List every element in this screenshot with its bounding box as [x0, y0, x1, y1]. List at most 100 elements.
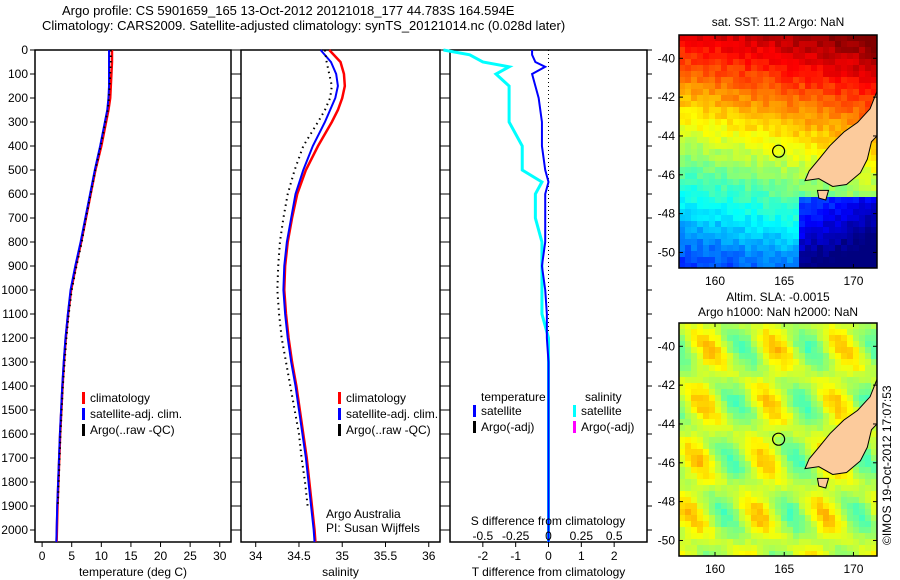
map-cell	[679, 263, 685, 268]
map-cell	[739, 41, 745, 47]
map-cell	[769, 419, 775, 425]
map-cell	[727, 89, 733, 95]
map-cell	[691, 155, 697, 161]
map-cell	[691, 239, 697, 245]
map-cell	[823, 119, 829, 125]
map-cell	[697, 443, 703, 449]
map-cell	[679, 77, 685, 83]
map-cell	[835, 263, 841, 268]
map-cell	[733, 137, 739, 143]
map-cell	[817, 125, 823, 131]
map-cell	[751, 173, 757, 179]
map-cell	[859, 95, 865, 101]
map-cell	[781, 59, 787, 65]
map-cell	[745, 179, 751, 185]
map-cell	[733, 341, 739, 347]
map-cell	[763, 503, 769, 509]
map-cell	[709, 173, 715, 179]
map-cell	[787, 371, 793, 377]
map-cell	[841, 239, 847, 245]
map-cell	[679, 125, 685, 131]
map-cell	[757, 41, 763, 47]
map-cell	[715, 377, 721, 383]
map-cell	[787, 479, 793, 485]
map-cell	[733, 107, 739, 113]
map-cell	[805, 209, 811, 215]
map-cell	[781, 137, 787, 143]
map-cell	[727, 521, 733, 527]
map-cell	[739, 491, 745, 497]
map-cell	[745, 197, 751, 203]
map-cell	[823, 377, 829, 383]
map-cell	[787, 251, 793, 257]
map-cell	[709, 59, 715, 65]
map-cell	[751, 101, 757, 107]
map-cell	[787, 215, 793, 221]
map-cell	[751, 521, 757, 527]
map-cell	[709, 431, 715, 437]
map-cell	[871, 323, 877, 329]
map-cell	[793, 227, 799, 233]
map-cell	[793, 113, 799, 119]
map-cell	[835, 119, 841, 125]
map-cell	[751, 401, 757, 407]
map-cell	[835, 323, 841, 329]
map-cell	[823, 131, 829, 137]
series-line-salinity-satellite	[443, 48, 550, 542]
legend-swatch	[82, 424, 85, 436]
map-cell	[733, 263, 739, 268]
map-cell	[811, 467, 817, 473]
map-cell	[685, 431, 691, 437]
map-cell	[721, 209, 727, 215]
map-cell	[751, 239, 757, 245]
map-cell	[805, 413, 811, 419]
map-cell	[787, 455, 793, 461]
map-cell	[715, 149, 721, 155]
map-cell	[817, 359, 823, 365]
map-cell	[823, 263, 829, 268]
map-cell	[811, 515, 817, 521]
map-cell	[691, 461, 697, 467]
map-cell	[859, 335, 865, 341]
map-cell	[763, 527, 769, 533]
map-cell	[709, 497, 715, 503]
map-cell	[733, 131, 739, 137]
map-cell	[715, 197, 721, 203]
map-cell	[793, 107, 799, 113]
map-cell	[703, 431, 709, 437]
map-cell	[799, 191, 805, 197]
map-cell	[745, 119, 751, 125]
map-cell	[865, 257, 871, 263]
map-cell	[805, 491, 811, 497]
map-cell	[775, 551, 781, 556]
map-cell	[853, 377, 859, 383]
map-cell	[817, 431, 823, 437]
map-cell	[703, 143, 709, 149]
map-cell	[709, 485, 715, 491]
map-cell	[829, 227, 835, 233]
map-cell	[721, 431, 727, 437]
map-cell	[829, 191, 835, 197]
map-cell	[781, 209, 787, 215]
map-cell	[781, 395, 787, 401]
map-cell	[679, 491, 685, 497]
map-cell	[805, 137, 811, 143]
x-tick-label: 34.5	[287, 549, 311, 563]
map-cell	[811, 83, 817, 89]
map-cell	[775, 185, 781, 191]
map-cell	[763, 119, 769, 125]
map-cell	[703, 527, 709, 533]
map-cell	[709, 401, 715, 407]
y-tick-label: 200	[8, 91, 28, 105]
map-cell	[679, 401, 685, 407]
y-tick-label: 1200	[1, 331, 28, 345]
map-cell	[703, 107, 709, 113]
map-cell	[787, 443, 793, 449]
map-cell	[757, 263, 763, 268]
map-cell	[685, 83, 691, 89]
map-cell	[811, 419, 817, 425]
map-cell	[793, 407, 799, 413]
map-cell	[757, 137, 763, 143]
map-cell	[739, 65, 745, 71]
map-cell	[751, 53, 757, 59]
